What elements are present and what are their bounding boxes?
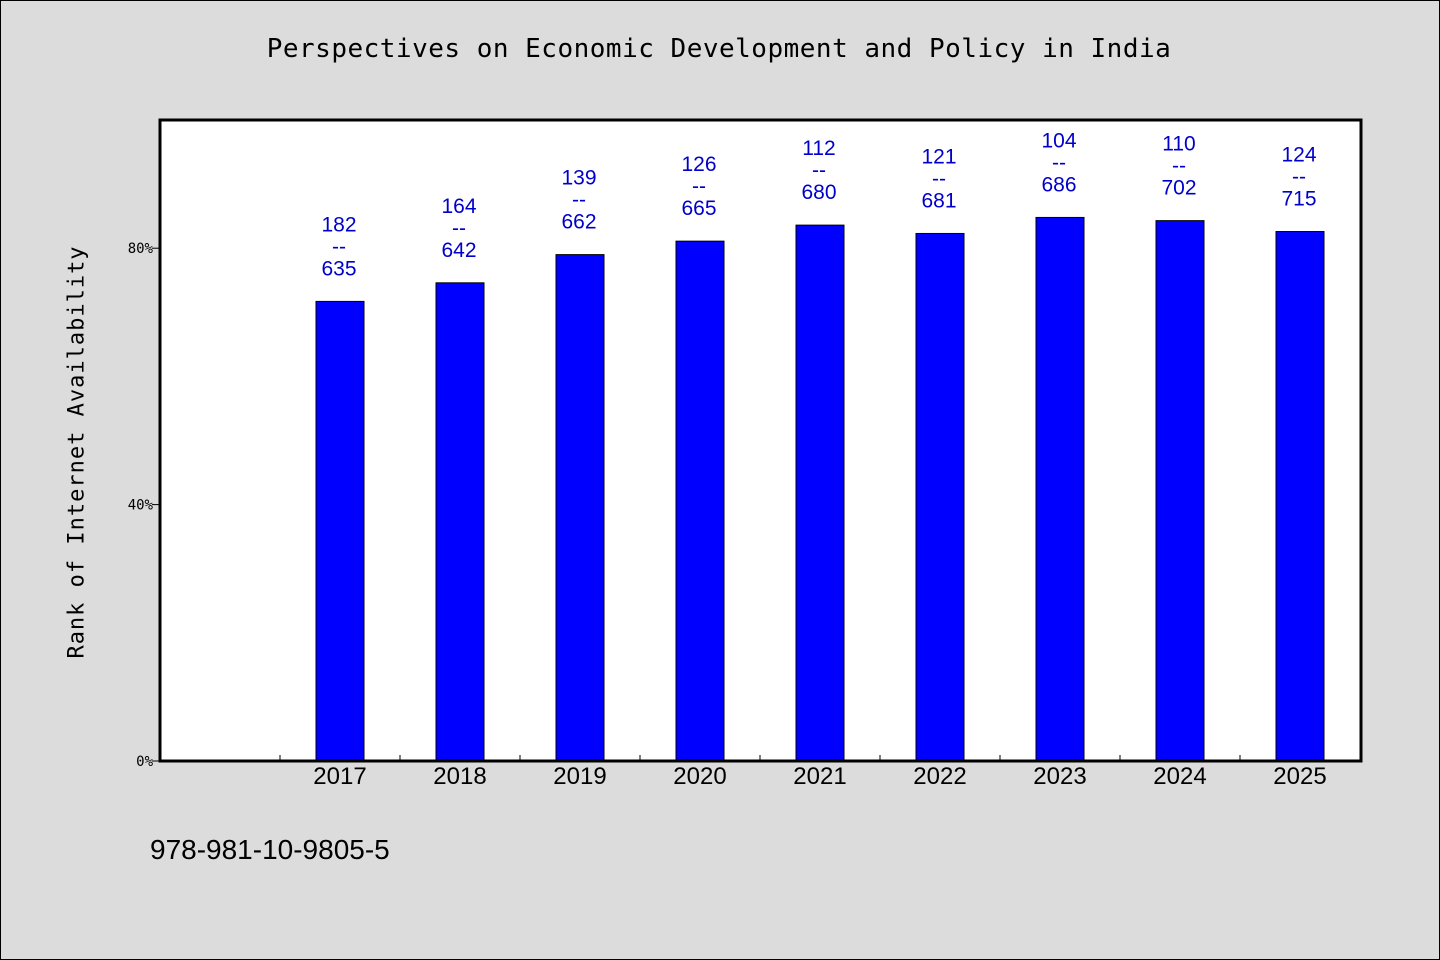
data-label-sep: -- — [1052, 151, 1066, 174]
data-label-sep: -- — [452, 217, 466, 240]
bar-2019 — [555, 254, 605, 762]
data-label-sep: -- — [812, 159, 826, 182]
bar-2022 — [915, 232, 965, 762]
x-tick-label: 2024 — [1153, 763, 1206, 790]
data-label-top: 139 — [561, 167, 596, 190]
y-tick-label: 80% — [128, 241, 154, 257]
x-tick-label: 2021 — [793, 763, 846, 790]
x-tick-label: 2022 — [913, 763, 966, 790]
x-tick-label: 2025 — [1273, 763, 1326, 790]
x-tick-label: 2017 — [313, 763, 366, 790]
bar-2017 — [315, 300, 365, 762]
data-label-bottom: 665 — [681, 197, 716, 220]
data-label-sep: -- — [572, 189, 586, 212]
data-label-sep: -- — [1172, 155, 1186, 178]
data-label-sep: -- — [332, 235, 346, 258]
data-label-bottom: 715 — [1281, 188, 1316, 211]
data-label-bottom: 702 — [1161, 177, 1196, 200]
data-label-top: 124 — [1281, 144, 1316, 167]
bar-2023 — [1035, 216, 1085, 762]
data-label-top: 164 — [441, 195, 476, 218]
data-label-bottom: 680 — [801, 181, 836, 204]
data-label-bottom: 642 — [441, 239, 476, 262]
data-label-bottom: 635 — [321, 257, 356, 280]
bar-2024 — [1155, 220, 1205, 762]
data-label-sep: -- — [932, 167, 946, 190]
x-tick-label: 2018 — [433, 763, 486, 790]
x-tick-label: 2020 — [673, 763, 726, 790]
bar-2025 — [1275, 231, 1325, 762]
data-label-sep: -- — [1292, 166, 1306, 189]
data-label-top: 126 — [681, 153, 716, 176]
data-label-sep: -- — [692, 175, 706, 198]
data-label-bottom: 662 — [561, 211, 596, 234]
data-label-top: 182 — [321, 213, 356, 236]
y-tick-label: 40% — [128, 498, 154, 514]
bar-2021 — [795, 224, 845, 762]
data-label-top: 112 — [802, 137, 835, 160]
footer-isbn: 978-981-10-9805-5 — [150, 834, 390, 865]
x-tick-label: 2023 — [1033, 763, 1086, 790]
data-label-top: 104 — [1041, 129, 1076, 152]
data-label-bottom: 681 — [921, 189, 956, 212]
bar-2020 — [675, 240, 725, 762]
chart-title: Perspectives on Economic Development and… — [266, 34, 1172, 64]
data-label-top: 110 — [1162, 133, 1195, 156]
bar-2018 — [435, 282, 485, 762]
y-tick-label: 0% — [136, 754, 153, 770]
x-tick-label: 2019 — [553, 763, 606, 790]
data-label-bottom: 686 — [1041, 173, 1076, 196]
data-label-top: 121 — [921, 145, 956, 168]
